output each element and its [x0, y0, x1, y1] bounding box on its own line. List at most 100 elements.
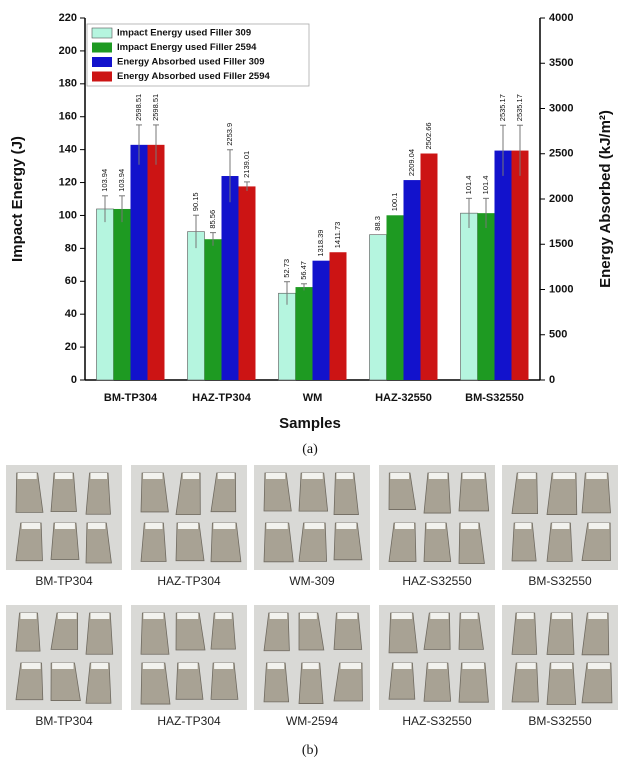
specimen-top [336, 523, 356, 529]
specimen-top [179, 663, 198, 669]
specimen-top [586, 473, 606, 479]
y-tick-label: 40 [65, 308, 77, 320]
y2-tick-label: 500 [549, 329, 567, 341]
specimen-top [18, 473, 37, 479]
specimen [141, 613, 169, 654]
value-label: 2535.17 [498, 94, 507, 121]
value-label: 85.56 [208, 210, 217, 229]
x-tick-label: HAZ-32550 [375, 392, 432, 404]
specimen [547, 613, 574, 654]
bar [131, 145, 148, 380]
y2-tick-label: 1500 [549, 238, 573, 250]
specimen-top [22, 523, 40, 529]
value-label: 2253.9 [225, 123, 234, 146]
specimen-top [143, 473, 162, 479]
y-axis-title: Impact Energy (J) [9, 136, 26, 262]
legend-swatch [92, 43, 112, 53]
y2-tick-label: 2000 [549, 193, 573, 205]
specimen [424, 473, 450, 513]
bar [148, 145, 165, 380]
specimen-top [430, 613, 448, 619]
y2-tick-label: 3500 [549, 57, 573, 69]
specimen-top [52, 663, 73, 669]
specimen-top [267, 663, 284, 669]
specimen [512, 613, 537, 654]
specimen-top [183, 473, 199, 479]
figure: Samples Impact Energy (J) Energy Absorbe… [0, 0, 622, 763]
specimen-top [588, 663, 610, 669]
bar [188, 232, 205, 380]
bar [97, 209, 114, 380]
specimen [547, 663, 576, 704]
specimen-top [552, 523, 569, 529]
y2-tick-label: 0 [549, 374, 555, 386]
photo-label: BM-S32550 [528, 574, 592, 588]
specimen [141, 663, 170, 704]
y-tick-label: 220 [59, 12, 77, 24]
bar [313, 261, 330, 380]
value-label: 1318.39 [316, 230, 325, 257]
y2-axis-title: Energy Absorbed (kJ/m²) [597, 110, 614, 288]
value-label: 103.94 [117, 169, 126, 192]
specimen-top [337, 613, 357, 619]
specimen-top [461, 613, 477, 619]
x-tick-label: HAZ-TP304 [192, 392, 252, 404]
bar [387, 215, 404, 380]
value-label: 103.94 [100, 169, 109, 192]
specimen-top [270, 613, 287, 619]
specimen-top [395, 523, 414, 529]
specimen-top [589, 523, 609, 529]
value-label: 101.4 [481, 176, 490, 195]
x-tick-label: BM-S32550 [465, 392, 524, 404]
photo-label: BM-TP304 [35, 574, 93, 588]
specimen-top [143, 663, 164, 669]
value-label: 100.1 [390, 193, 399, 212]
photo-label: WM-309 [289, 574, 335, 588]
specimen-top [218, 473, 235, 479]
specimen-top [517, 663, 535, 669]
bar [404, 180, 421, 380]
specimen-top [88, 523, 105, 529]
specimen-top [55, 523, 75, 529]
specimen-top [429, 473, 447, 479]
y-tick-label: 20 [65, 341, 77, 353]
specimen-top [515, 523, 531, 529]
bar [279, 293, 296, 380]
specimen-top [22, 663, 41, 669]
specimen-top [55, 473, 72, 479]
specimen-top [91, 613, 110, 619]
photo-label: BM-TP304 [35, 714, 93, 728]
specimen-top [21, 613, 37, 619]
bar [478, 213, 495, 380]
specimen-top [300, 613, 317, 619]
specimen [547, 473, 577, 515]
y-tick-label: 100 [59, 209, 77, 221]
specimen-top [551, 663, 572, 669]
value-label: 56.47 [299, 261, 308, 280]
value-label: 52.73 [282, 259, 291, 278]
specimen [334, 473, 358, 515]
specimen-top [336, 473, 352, 479]
specimen-top [303, 663, 319, 669]
specimen-top [553, 473, 575, 479]
specimen [86, 613, 113, 654]
specimen-top [394, 663, 412, 669]
specimen-top [91, 473, 107, 479]
bar [461, 213, 478, 380]
y2-tick-label: 4000 [549, 12, 573, 24]
specimen-top [518, 473, 536, 479]
specimen-top [461, 523, 478, 529]
bar [222, 176, 239, 380]
specimen [86, 663, 111, 703]
specimen-top [552, 613, 571, 619]
legend-label: Energy Absorbed used Filler 309 [117, 57, 264, 68]
value-label: 2502.66 [424, 122, 433, 149]
specimen-top [302, 473, 323, 479]
bar [370, 235, 387, 380]
bar [205, 239, 222, 380]
photo-label: HAZ-TP304 [157, 574, 221, 588]
bar [512, 151, 529, 380]
value-label: 2535.17 [515, 94, 524, 121]
legend-label: Impact Energy used Filler 2594 [117, 42, 257, 53]
specimen-top [58, 613, 77, 619]
